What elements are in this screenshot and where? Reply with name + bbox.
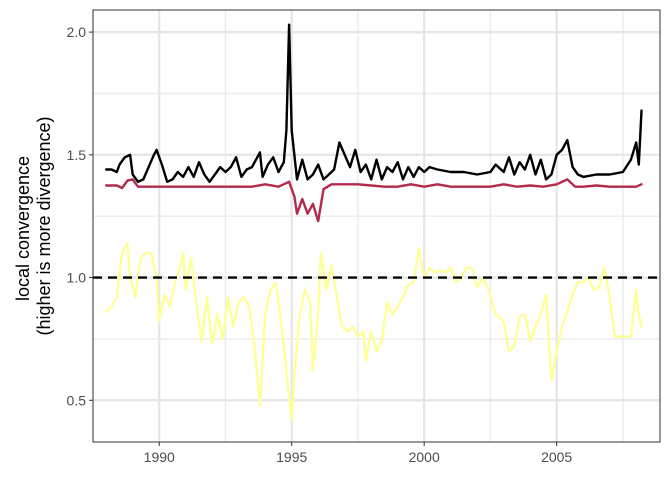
x-tick-label: 1995	[276, 449, 307, 465]
series-line-1	[104, 23, 643, 184]
y-axis-title-line-1: local convergence	[13, 156, 33, 301]
y-axis: 0.5 1.0 1.5 2.0	[67, 24, 93, 408]
x-tick-label: 1990	[144, 449, 175, 465]
y-axis-title-line-2: (higher is more divergence)	[34, 116, 54, 335]
y-tick-label: 1.5	[67, 147, 87, 163]
x-tick-label: 2000	[409, 449, 440, 465]
y-tick-label: 2.0	[67, 24, 87, 40]
series-line-2	[104, 178, 643, 223]
x-tick-label: 2005	[541, 449, 572, 465]
series-lines	[104, 23, 643, 422]
plot-border	[92, 9, 661, 443]
plot-panel	[93, 10, 660, 442]
y-tick-label: 1.0	[67, 270, 87, 286]
x-axis: 1990 1995 2000 2005	[144, 442, 572, 465]
y-tick-label: 0.5	[67, 392, 87, 408]
series-line-3	[104, 241, 643, 422]
y-axis-title: local convergence (higher is more diverg…	[13, 116, 54, 335]
